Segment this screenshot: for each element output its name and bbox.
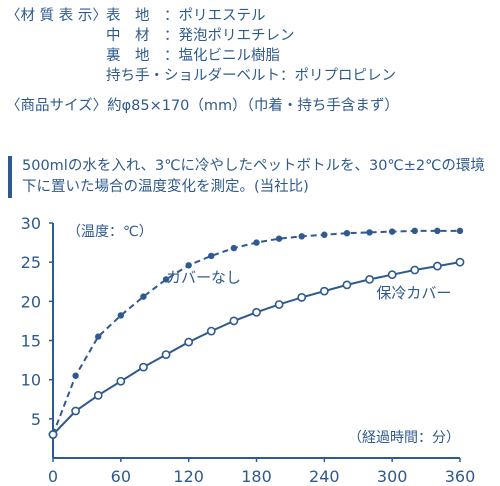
y-axis-label: （温度：℃） <box>67 224 153 240</box>
y-tick-label: 10 <box>21 371 41 390</box>
data-point <box>140 293 147 300</box>
data-point <box>298 233 305 240</box>
material-spec: 〈材 質 表 示〉 表 地 ：ポリエステル 中 材 ：発泡ポリエチレン 裏 地 … <box>6 6 396 86</box>
data-point <box>297 293 307 302</box>
y-tick-label: 15 <box>21 332 41 351</box>
data-point <box>206 326 216 336</box>
data-point <box>343 229 351 237</box>
data-point <box>275 235 283 242</box>
data-point <box>366 229 373 236</box>
x-tick-label: 240 <box>309 467 340 486</box>
data-point <box>162 276 170 283</box>
data-point <box>48 430 58 439</box>
spec-row: 持ち手・ショルダーベルト ：ポリプロピレン <box>6 66 396 86</box>
spec-key: 中 材 <box>106 28 150 44</box>
x-tick-label: 60 <box>111 467 131 486</box>
data-point <box>230 244 238 252</box>
y-tick-label: 5 <box>31 410 41 429</box>
spec-value: ：塩化ビニル樹脂 <box>164 48 280 64</box>
data-point <box>71 406 81 416</box>
data-point <box>208 252 215 260</box>
data-point <box>184 337 194 347</box>
spec-value: ：ポリエステル <box>164 8 266 24</box>
product-size: 〈商品サイズ〉約φ85×170（mm）（巾着・持ち手含まず） <box>6 98 399 114</box>
x-tick-label: 360 <box>445 467 476 486</box>
data-point <box>388 228 396 235</box>
data-point <box>95 333 102 340</box>
spec-value: ：ポリプロピレン <box>280 68 396 84</box>
spec-key: 表 地 <box>106 8 150 24</box>
data-point <box>387 270 397 280</box>
data-point <box>139 362 148 372</box>
data-point <box>432 261 442 271</box>
data-point <box>321 231 328 238</box>
y-tick-label: 25 <box>21 253 41 272</box>
x-tick-label: 300 <box>377 467 408 486</box>
x-tick-label: 120 <box>173 467 204 486</box>
series-label-cooling-cover: 保冷カバー <box>376 284 451 302</box>
spec-row: 裏 地 ：塩化ビニル樹脂 <box>6 46 396 66</box>
series-line <box>52 229 460 435</box>
spec-key: 持ち手・ショルダーベルト <box>106 68 280 84</box>
data-point <box>117 312 125 319</box>
y-tick-label: 20 <box>21 292 41 311</box>
x-tick-label: 180 <box>241 467 272 486</box>
x-axis-label: （経過時間：分） <box>348 430 460 446</box>
data-point <box>365 274 374 284</box>
spec-value: ：発泡ポリエチレン <box>164 28 295 44</box>
x-tick-label: 0 <box>48 467 58 486</box>
data-point <box>342 280 352 290</box>
data-point <box>161 350 171 359</box>
y-tick-label: 30 <box>21 214 41 233</box>
test-note: 500mlの水を入れ、3℃に冷やしたペットボトルを、30℃±2℃の環境下に置いた… <box>8 156 492 198</box>
data-point <box>411 227 418 235</box>
data-point <box>72 372 79 379</box>
spec-key: 裏 地 <box>106 48 150 64</box>
data-point <box>455 257 465 267</box>
data-point <box>252 307 261 317</box>
series-label-no-cover: カバーなし <box>166 269 241 287</box>
data-point <box>185 262 192 269</box>
spec-row: 〈材 質 表 示〉 表 地 ：ポリエステル <box>6 6 396 26</box>
data-point <box>116 376 126 386</box>
spec-row: 中 材 ：発泡ポリエチレン <box>6 26 396 46</box>
data-point <box>229 316 239 326</box>
data-point <box>410 265 420 275</box>
data-point <box>274 300 284 309</box>
data-point <box>93 390 103 400</box>
data-point <box>253 239 260 246</box>
data-point <box>456 227 464 235</box>
data-point <box>434 227 441 235</box>
spec-heading: 〈材 質 表 示〉 <box>6 8 107 24</box>
data-point <box>319 286 329 296</box>
